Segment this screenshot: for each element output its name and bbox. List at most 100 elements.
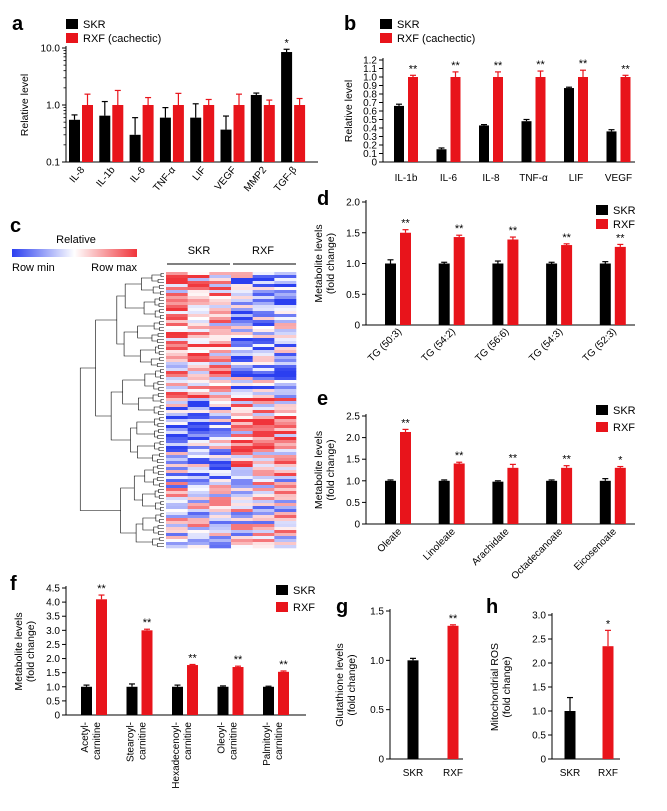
heatmap-cell bbox=[231, 497, 253, 501]
significance-marker-f: ** bbox=[143, 617, 152, 629]
y-tick-label-e: 2.5 bbox=[346, 412, 360, 423]
heatmap-cell bbox=[187, 404, 210, 408]
dendrogram-branch bbox=[159, 309, 164, 313]
heatmap-cell bbox=[166, 350, 188, 354]
dendrogram-branch bbox=[142, 493, 156, 507]
heatmap-cell bbox=[209, 326, 232, 330]
x-tick-label-d: TG (56:6) bbox=[473, 326, 511, 364]
legend-label-f: SKR bbox=[293, 585, 316, 597]
dendrogram-branch bbox=[151, 274, 161, 282]
heatmap-cell bbox=[209, 449, 232, 453]
significance-marker-d: ** bbox=[562, 232, 571, 244]
heatmap-cell bbox=[166, 434, 188, 438]
heatmap-cell bbox=[274, 458, 297, 462]
heatmap-cell bbox=[231, 464, 253, 468]
panel-label-h: h bbox=[486, 596, 498, 618]
heatmap-cell bbox=[231, 440, 253, 444]
heatmap-cell bbox=[252, 380, 275, 384]
y-tick-label-h: 1.5 bbox=[532, 683, 546, 694]
heatmap-cell bbox=[209, 530, 232, 534]
dendrogram-branch bbox=[159, 519, 164, 523]
chart-panel-b: 00.10.20.30.40.50.60.70.80.91.01.11.2 Rel… bbox=[343, 19, 635, 184]
heatmap-cell bbox=[231, 326, 253, 330]
heatmap-cell bbox=[274, 332, 297, 336]
heatmap-cell bbox=[252, 458, 275, 462]
bar-b-skr bbox=[436, 149, 447, 162]
bar-e-skr bbox=[492, 481, 504, 524]
bar-a-skr bbox=[69, 119, 80, 162]
heatmap-cell bbox=[187, 530, 210, 534]
heatmap-cell bbox=[231, 395, 253, 399]
heatmap-cell bbox=[274, 329, 297, 333]
heatmap-cell bbox=[274, 353, 297, 357]
heatmap-cell bbox=[166, 512, 188, 516]
heatmap-cell bbox=[166, 326, 188, 330]
heatmap-cell bbox=[209, 305, 232, 309]
heatmap-cell bbox=[187, 374, 210, 378]
bar-d-skr bbox=[599, 263, 611, 325]
heatmap-cell bbox=[209, 491, 232, 495]
y-tick-label-g: 0.5 bbox=[370, 705, 384, 716]
heatmap-cell bbox=[187, 356, 210, 360]
heatmap-cell bbox=[166, 320, 188, 324]
heatmap-cell bbox=[166, 533, 188, 537]
heatmap-cell bbox=[252, 485, 275, 489]
bar-g-skr bbox=[407, 660, 419, 759]
heatmap-cell bbox=[187, 353, 210, 357]
heatmap-cell bbox=[252, 344, 275, 348]
bar-b-skr bbox=[394, 105, 404, 162]
heatmap-cell bbox=[166, 404, 188, 408]
heatmap-cell bbox=[274, 416, 297, 420]
heatmap-cell bbox=[166, 359, 188, 363]
heatmap-cell bbox=[274, 371, 297, 375]
heatmap-cell bbox=[187, 515, 210, 519]
heatmap-cell bbox=[209, 416, 232, 420]
heatmap-cell bbox=[166, 308, 188, 312]
significance-marker-a: * bbox=[284, 37, 289, 49]
heatmap-cell bbox=[209, 431, 232, 435]
heatmap-cell bbox=[209, 401, 232, 405]
heatmap-cell bbox=[231, 506, 253, 510]
x-tick-label-d: TG (50:3) bbox=[366, 326, 404, 364]
dendrogram-branch bbox=[124, 283, 145, 309]
heatmap-cell bbox=[231, 524, 253, 528]
legend-label-a: RXF (cachectic) bbox=[83, 33, 161, 45]
heatmap-cell bbox=[187, 521, 210, 525]
heatmap-cell bbox=[252, 284, 275, 288]
bar-d-skr bbox=[492, 263, 504, 325]
heatmap-cell bbox=[274, 431, 297, 435]
heatmap-cell bbox=[166, 491, 188, 495]
dendrogram-branch bbox=[135, 523, 153, 543]
heatmap-cell bbox=[231, 293, 253, 297]
x-tick-label-a: TNF-α bbox=[151, 165, 178, 194]
dendrogram-branch bbox=[151, 334, 159, 342]
heatmap-cell bbox=[187, 272, 210, 276]
panel-label-d: d bbox=[317, 188, 329, 210]
heatmap-cell bbox=[274, 434, 297, 438]
heatmap-cell bbox=[187, 461, 210, 465]
heatmap-cell bbox=[187, 332, 210, 336]
heatmap-cell bbox=[187, 314, 210, 318]
heatmap-cell bbox=[252, 320, 275, 324]
heatmap-cell bbox=[187, 281, 210, 285]
chart-panel-e: 0 0.5 1.0 1.5 2.0 2.5 Metabolite levels (fold c… bbox=[313, 405, 636, 582]
heatmap-cell bbox=[274, 407, 297, 411]
heatmap-cell bbox=[231, 344, 253, 348]
heatmap-cell bbox=[231, 284, 253, 288]
heatmap-cell bbox=[252, 509, 275, 513]
heatmap-cell bbox=[187, 455, 210, 459]
heatmap-cell bbox=[187, 491, 210, 495]
heatmap-cell bbox=[231, 533, 253, 537]
bar-b-rxf bbox=[535, 77, 546, 162]
heatmap-cell bbox=[274, 485, 297, 489]
heatmap-cell bbox=[209, 506, 232, 510]
y-tick-label-h: 0 bbox=[540, 755, 546, 766]
heatmap-cell bbox=[187, 278, 210, 282]
heatmap-cell bbox=[209, 395, 232, 399]
heatmap-cell bbox=[231, 404, 253, 408]
heatmap-cell bbox=[252, 491, 275, 495]
heatmap-cell bbox=[252, 452, 275, 456]
bar-h-skr bbox=[564, 711, 576, 759]
heatmap-cell bbox=[187, 443, 210, 447]
heatmap-cell bbox=[231, 500, 253, 504]
